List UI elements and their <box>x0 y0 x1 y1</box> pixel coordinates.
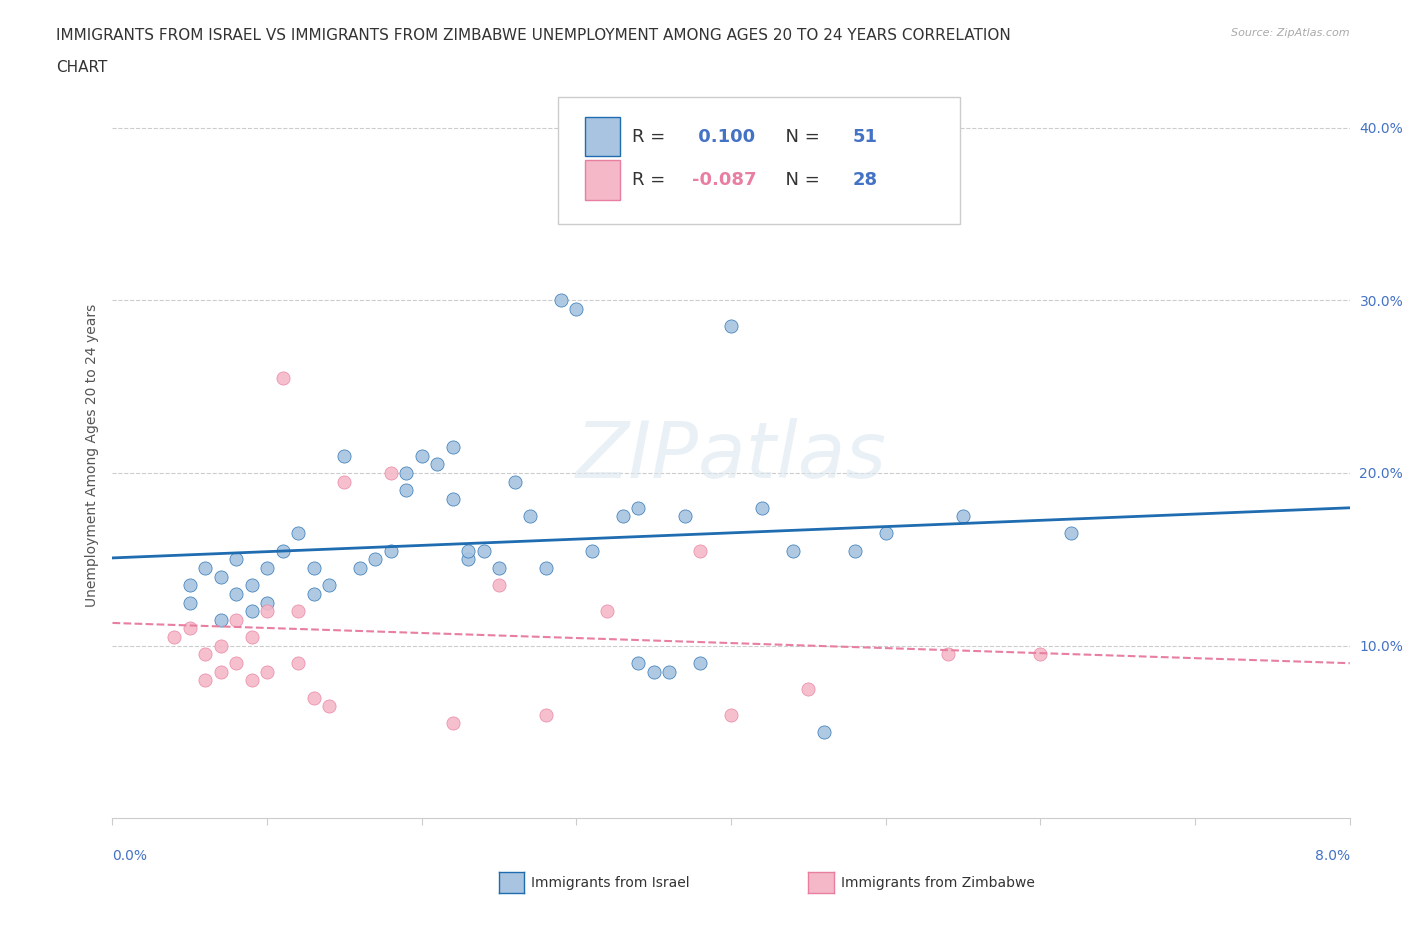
Text: R =: R = <box>633 127 671 145</box>
Point <box>1060 526 1083 541</box>
Point <box>194 561 217 576</box>
Text: -0.087: -0.087 <box>692 171 756 189</box>
Point <box>813 724 835 739</box>
Text: 0.0%: 0.0% <box>112 849 148 863</box>
Point <box>488 578 510 592</box>
Point <box>209 638 232 653</box>
Point <box>673 509 696 524</box>
Point <box>441 716 464 731</box>
FancyBboxPatch shape <box>585 116 620 156</box>
Point <box>287 656 309 671</box>
FancyBboxPatch shape <box>558 97 960 223</box>
Point <box>179 578 201 592</box>
Point <box>457 543 479 558</box>
Point <box>271 370 294 385</box>
Point <box>612 509 634 524</box>
Point <box>627 500 650 515</box>
Text: Immigrants from Israel: Immigrants from Israel <box>531 875 690 890</box>
Point <box>225 587 247 602</box>
Point <box>503 474 526 489</box>
Point <box>395 466 418 481</box>
Point <box>534 561 557 576</box>
Point <box>658 664 681 679</box>
Point <box>240 604 263 618</box>
FancyBboxPatch shape <box>585 160 620 200</box>
Point <box>395 483 418 498</box>
Text: 28: 28 <box>852 171 877 189</box>
Point <box>689 543 711 558</box>
Point <box>302 690 325 705</box>
Y-axis label: Unemployment Among Ages 20 to 24 years: Unemployment Among Ages 20 to 24 years <box>84 304 98 607</box>
Text: Source: ZipAtlas.com: Source: ZipAtlas.com <box>1232 28 1350 38</box>
Text: CHART: CHART <box>56 60 108 75</box>
Point <box>457 551 479 566</box>
Point <box>426 457 449 472</box>
Point <box>302 587 325 602</box>
Text: N =: N = <box>775 171 825 189</box>
Point <box>209 664 232 679</box>
Point <box>581 543 603 558</box>
Text: IMMIGRANTS FROM ISRAEL VS IMMIGRANTS FROM ZIMBABWE UNEMPLOYMENT AMONG AGES 20 TO: IMMIGRANTS FROM ISRAEL VS IMMIGRANTS FRO… <box>56 28 1011 43</box>
Point <box>225 551 247 566</box>
Point <box>240 672 263 687</box>
Text: N =: N = <box>775 127 825 145</box>
Point <box>194 672 217 687</box>
Text: 0.100: 0.100 <box>692 127 755 145</box>
Point <box>643 664 665 679</box>
Point <box>441 440 464 455</box>
Text: R =: R = <box>633 171 671 189</box>
Text: 8.0%: 8.0% <box>1315 849 1350 863</box>
Point <box>441 491 464 506</box>
Point <box>209 569 232 584</box>
Point <box>225 656 247 671</box>
Point <box>534 708 557 723</box>
Point <box>627 656 650 671</box>
Text: Immigrants from Zimbabwe: Immigrants from Zimbabwe <box>841 875 1035 890</box>
Point <box>333 448 356 463</box>
Point <box>596 604 619 618</box>
Point <box>751 500 773 515</box>
Point <box>952 509 974 524</box>
Point <box>550 293 572 308</box>
Point <box>240 578 263 592</box>
Point <box>720 708 742 723</box>
Point <box>720 319 742 334</box>
Point <box>225 612 247 627</box>
Point <box>333 474 356 489</box>
Point <box>364 551 387 566</box>
Point <box>936 647 959 662</box>
Point <box>380 466 402 481</box>
Point <box>179 621 201 636</box>
Point <box>287 526 309 541</box>
Point <box>411 448 433 463</box>
Point <box>689 656 711 671</box>
Text: ZIPatlas: ZIPatlas <box>575 418 887 494</box>
Point <box>318 698 340 713</box>
Point <box>179 595 201 610</box>
Point <box>519 509 541 524</box>
Point <box>565 301 588 316</box>
Point <box>472 543 495 558</box>
Point <box>349 561 371 576</box>
Point <box>488 561 510 576</box>
Point <box>782 543 804 558</box>
Point <box>256 561 278 576</box>
Point <box>209 612 232 627</box>
Point <box>1029 647 1052 662</box>
Point <box>797 682 820 697</box>
Point <box>844 543 866 558</box>
Point <box>194 647 217 662</box>
Point <box>256 595 278 610</box>
Point <box>240 630 263 644</box>
Point <box>302 561 325 576</box>
Point <box>256 604 278 618</box>
Point <box>256 664 278 679</box>
Point <box>318 578 340 592</box>
Point <box>875 526 897 541</box>
Text: 51: 51 <box>852 127 877 145</box>
Point <box>271 543 294 558</box>
Point <box>380 543 402 558</box>
Point <box>287 604 309 618</box>
Point <box>163 630 186 644</box>
